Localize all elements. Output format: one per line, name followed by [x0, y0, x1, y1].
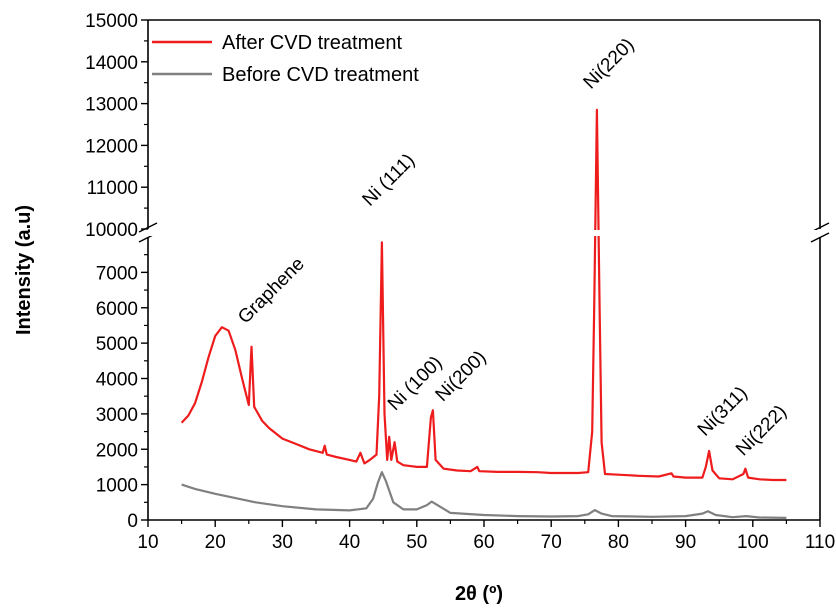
y-tick-label: 15000	[85, 11, 138, 32]
y-tick-label: 0	[127, 511, 138, 532]
legend: After CVD treatment Before CVD treatment	[152, 32, 419, 86]
series-line-before-cvd	[181, 471, 787, 519]
y-tick-label: 1000	[96, 476, 138, 497]
x-tick-label: 10	[137, 532, 158, 553]
y-tick-label: 4000	[96, 370, 138, 391]
x-tick-label: 30	[272, 532, 293, 553]
y-tick-label: 7000	[96, 263, 138, 284]
legend-label: Before CVD treatment	[222, 64, 419, 86]
x-tick-label: 70	[541, 532, 562, 553]
y-tick-label: 10000	[85, 220, 138, 241]
axis-break-right-bottom	[810, 232, 830, 243]
peak-label: Ni (111)	[359, 150, 420, 211]
x-tick-label: 100	[737, 532, 769, 553]
series-line-after-cvd	[180, 108, 787, 482]
peak-labels: Graphene Ni (111) Ni (100)Ni(200) Ni(220) Ni…	[234, 34, 791, 460]
peak-label: Ni(222)	[732, 401, 791, 460]
y-tick-label: 6000	[96, 299, 138, 320]
x-tick-label: 90	[675, 532, 696, 553]
y-tick-label: 12000	[85, 136, 138, 157]
peak-label: Graphene	[234, 254, 309, 329]
peak-label: Ni(311)	[694, 383, 752, 441]
legend-label: After CVD treatment	[222, 32, 403, 54]
y-tick-label: 5000	[96, 334, 138, 355]
x-tick-label: 110	[805, 532, 835, 553]
peak-label: Ni(220)	[580, 34, 639, 93]
y-tick-label: 2000	[96, 440, 138, 461]
peak-label: Ni (100)	[384, 352, 447, 415]
y-axis-title: Intensity (a.u)	[13, 205, 35, 335]
plot-axes: 10 20 30 40 50 60 70 80 90 100 110 0 1000 2000 3000 400…	[85, 11, 835, 553]
peak-label: Ni(200)	[432, 347, 491, 406]
x-tick-label: 40	[339, 532, 360, 553]
axis-break-gap	[149, 230, 819, 236]
x-tick-label: 50	[406, 532, 427, 553]
x-tick-label: 60	[473, 532, 494, 553]
x-axis-title: 2θ (º)	[455, 583, 503, 605]
x-tick-label: 80	[608, 532, 629, 553]
y-tick-label: 13000	[85, 95, 138, 116]
series-layer	[149, 108, 819, 519]
x-tick-label: 20	[205, 532, 226, 553]
axis-break-left-top	[138, 222, 158, 233]
y-tick-label: 3000	[96, 405, 138, 426]
y-tick-label: 14000	[85, 53, 138, 74]
y-tick-label: 11000	[87, 178, 138, 199]
